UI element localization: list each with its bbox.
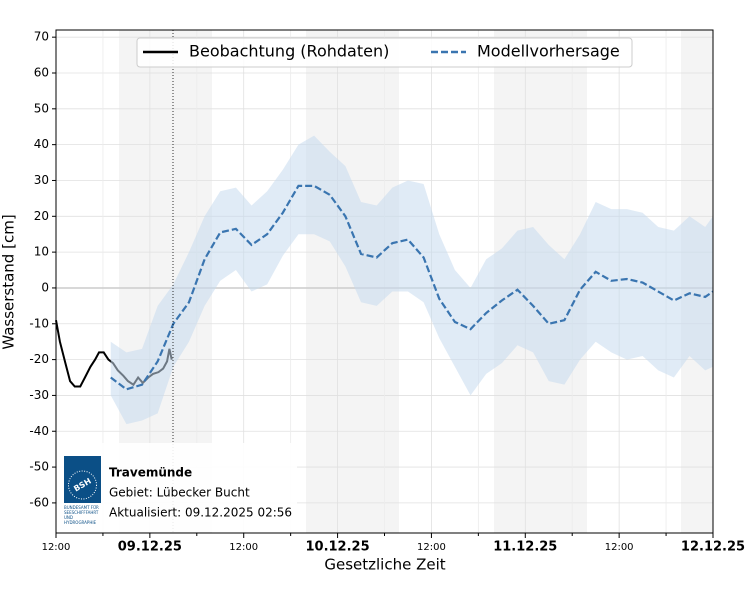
y-tick-label: 40 (34, 137, 49, 151)
logo-caption: BUNDESAMT FÜR (64, 505, 99, 510)
updated: Aktualisiert: 09.12.2025 02:56 (109, 506, 292, 520)
y-tick-label: 60 (34, 65, 49, 79)
legend-label: Beobachtung (Rohdaten) (189, 42, 389, 61)
y-tick-label: -60 (29, 495, 49, 509)
x-tick-label: 10.12.25 (305, 540, 369, 555)
y-tick-label: -40 (29, 424, 49, 438)
y-tick-label: -50 (29, 460, 49, 474)
x-tick-label: 11.12.25 (493, 540, 557, 555)
logo (64, 456, 101, 503)
y-tick-label: -20 (29, 352, 49, 366)
y-tick-label: 0 (41, 280, 49, 294)
station: Travemünde (109, 466, 192, 480)
legend-label: Modellvorhersage (477, 42, 620, 61)
series-line (110, 184, 714, 391)
y-tick-label: 30 (34, 173, 49, 187)
x-tick-label: 12:00 (417, 542, 446, 553)
y-tick-label: 10 (34, 245, 49, 259)
y-tick-label: 20 (34, 209, 49, 223)
x-tick-label: 12:00 (605, 542, 634, 553)
x-tick-label: 12:00 (229, 542, 258, 553)
x-axis-label: Gesetzliche Zeit (324, 556, 445, 574)
y-tick-label: 70 (34, 30, 49, 44)
legend-box (136, 37, 633, 68)
logo-caption: HYDROGRAPHIE (64, 520, 97, 525)
y-tick-label: -30 (29, 388, 49, 402)
y-tick-label: -10 (29, 316, 49, 330)
area: Gebiet: Lübecker Bucht (109, 486, 250, 500)
confidence-band (110, 135, 713, 425)
x-tick-label: 12.12.25 (681, 540, 745, 555)
x-tick-label: 12:00 (42, 542, 71, 553)
logo-caption: UND (64, 515, 73, 520)
logo-caption: SEESCHIFFFAHRT (64, 510, 99, 515)
y-tick-label: 50 (34, 101, 49, 115)
x-tick-label: 09.12.25 (118, 540, 182, 555)
logo-ring (68, 470, 97, 500)
y-axis-label: Wasserstand [cm] (0, 214, 18, 349)
